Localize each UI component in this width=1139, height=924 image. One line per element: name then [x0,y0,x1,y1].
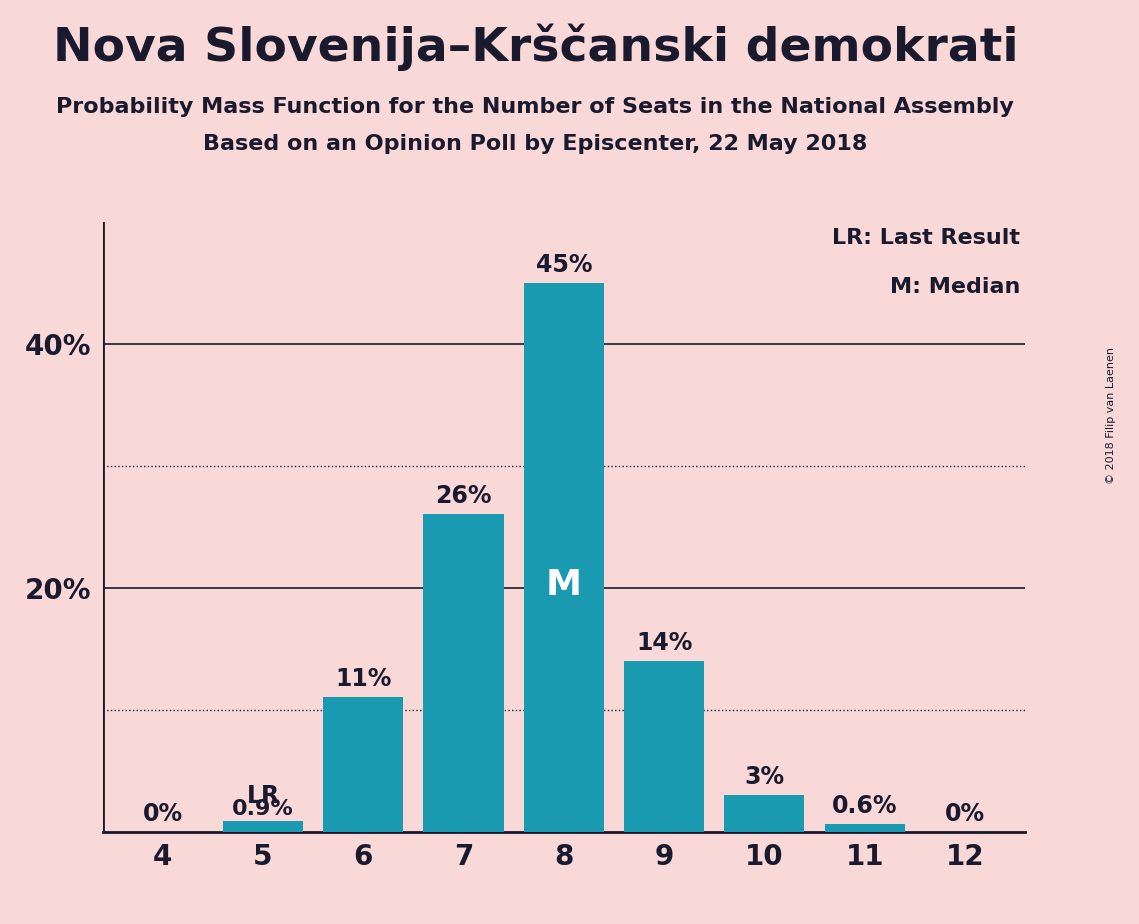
Text: 0%: 0% [142,801,182,825]
Bar [624,661,704,832]
Bar [424,515,503,832]
Text: © 2018 Filip van Laenen: © 2018 Filip van Laenen [1106,347,1115,484]
Bar [223,821,303,832]
Bar [524,283,604,832]
Text: Nova Slovenija–Krščanski demokrati: Nova Slovenija–Krščanski demokrati [52,23,1018,70]
Bar [724,795,804,832]
Text: 14%: 14% [636,631,693,655]
Text: 0%: 0% [945,801,985,825]
Text: 11%: 11% [335,667,392,691]
Text: 0.6%: 0.6% [831,795,898,818]
Bar [323,698,403,832]
Text: M: M [546,567,582,602]
Text: M: Median: M: Median [890,276,1021,297]
Text: Probability Mass Function for the Number of Seats in the National Assembly: Probability Mass Function for the Number… [57,97,1014,117]
Text: 3%: 3% [744,765,785,789]
Text: 0.9%: 0.9% [232,799,294,820]
Text: LR: Last Result: LR: Last Result [833,228,1021,248]
Text: LR: LR [246,784,279,808]
Text: 26%: 26% [435,484,492,508]
Text: Based on an Opinion Poll by Episcenter, 22 May 2018: Based on an Opinion Poll by Episcenter, … [203,134,868,154]
Text: 45%: 45% [535,252,592,276]
Bar [825,824,904,832]
